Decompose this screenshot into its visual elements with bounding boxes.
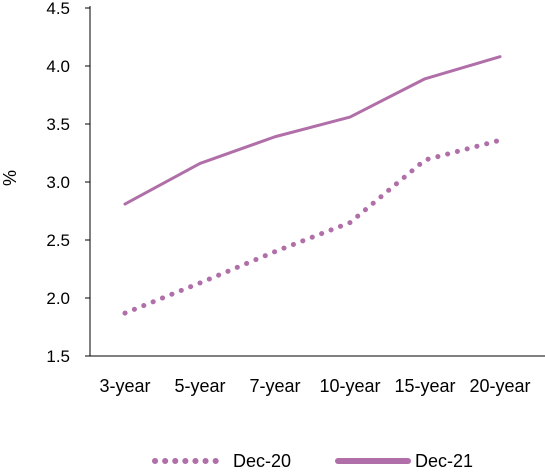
y-axis-label: % [0,170,20,186]
x-tick-label: 20-year [469,376,530,396]
legend: Dec-20 Dec-21 [155,451,473,468]
x-tick-label: 15-year [394,376,455,396]
x-tick-label: 7-year [249,376,300,396]
y-tick-label: 3.0 [46,173,70,192]
series-line-dec-21 [125,57,500,204]
y-axis: 1.5 2.0 2.5 3.0 3.5 4.0 4.5 [46,0,90,366]
y-tick-label: 3.5 [46,115,70,134]
x-axis: 3-year 5-year 7-year 10-year 15-year 20-year [90,356,545,396]
series-line-dec-20 [125,140,500,313]
x-tick-label: 3-year [99,376,150,396]
y-tick-label: 4.0 [46,57,70,76]
x-tick-label: 10-year [319,376,380,396]
y-tick-label: 4.5 [46,0,70,18]
x-tick-label: 5-year [174,376,225,396]
y-tick-label: 2.5 [46,231,70,250]
legend-label-dec-20: Dec-20 [233,451,291,468]
series-lines [125,57,500,313]
y-tick-label: 2.0 [46,289,70,308]
legend-label-dec-21: Dec-21 [415,451,473,468]
y-tick-label: 1.5 [46,347,70,366]
